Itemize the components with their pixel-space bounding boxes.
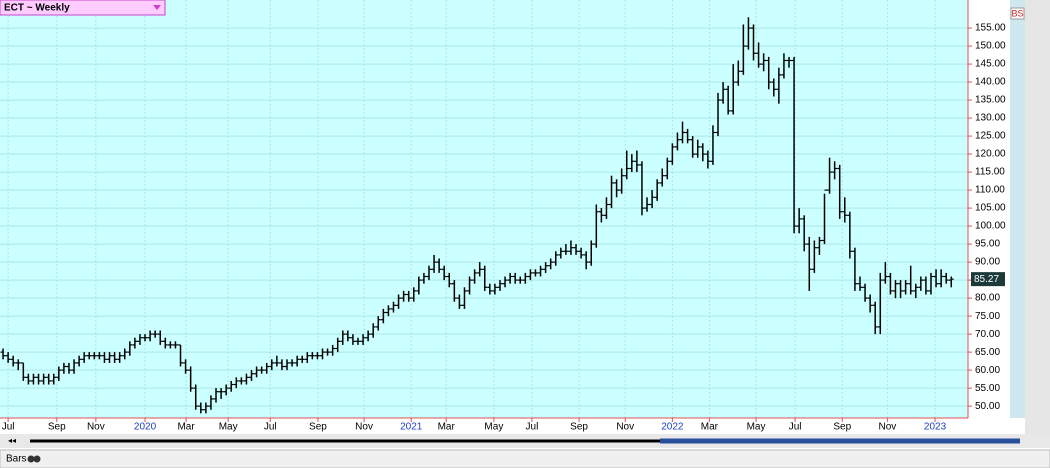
last-price-box bbox=[971, 272, 1005, 287]
x-tick-label: Mar bbox=[701, 422, 719, 433]
x-tick-label: 2022 bbox=[661, 422, 684, 433]
x-tick-label: Nov bbox=[87, 422, 105, 433]
y-tick-label: 75.00 bbox=[975, 311, 1000, 322]
x-tick-label: Nov bbox=[355, 422, 373, 433]
y-tick-label: 150.00 bbox=[975, 41, 1006, 52]
x-tick-label: Jul bbox=[2, 422, 15, 433]
y-tick-label: 105.00 bbox=[975, 203, 1006, 214]
scroll-left[interactable]: ◂◂ bbox=[8, 436, 16, 445]
y-tick-label: 120.00 bbox=[975, 149, 1006, 160]
y-tick-label: 130.00 bbox=[975, 113, 1006, 124]
y-tick-label: 140.00 bbox=[975, 77, 1006, 88]
y-tick-label: 50.00 bbox=[975, 401, 1000, 412]
symbol-dropdown[interactable] bbox=[0, 0, 166, 16]
x-tick-label: Sep bbox=[570, 422, 588, 433]
y-tick-label: 65.00 bbox=[975, 347, 1000, 358]
y-tick-label: 70.00 bbox=[975, 329, 1000, 340]
x-tick-label: Sep bbox=[309, 422, 327, 433]
y-tick-label: 80.00 bbox=[975, 293, 1000, 304]
x-tick-label: Mar bbox=[177, 422, 195, 433]
bars-label[interactable]: Bars bbox=[6, 454, 27, 465]
side-strip bbox=[1010, 0, 1025, 418]
x-tick-label: Jul bbox=[526, 422, 539, 433]
y-tick-label: 90.00 bbox=[975, 257, 1000, 268]
x-tick-label: 2020 bbox=[134, 422, 157, 433]
y-tick-label: 115.00 bbox=[975, 167, 1005, 178]
y-tick-label: 145.00 bbox=[975, 59, 1006, 70]
y-tick-label: 60.00 bbox=[975, 365, 1000, 376]
bars-icon[interactable] bbox=[27, 455, 35, 463]
x-tick-label: Jul bbox=[264, 422, 277, 433]
status-bar bbox=[0, 449, 1050, 468]
x-tick-label: Sep bbox=[833, 422, 851, 433]
x-tick-label: Jul bbox=[789, 422, 802, 433]
last-price-label: 85.27 bbox=[974, 274, 999, 285]
x-tick-label: Nov bbox=[878, 422, 896, 433]
x-tick-label: May bbox=[747, 422, 766, 433]
y-tick-label: 95.00 bbox=[975, 239, 1000, 250]
y-tick-label: 125.00 bbox=[975, 131, 1006, 142]
dropdown-arrow[interactable] bbox=[153, 5, 161, 10]
x-tick-label: 2023 bbox=[924, 422, 947, 433]
y-tick-label: 100.00 bbox=[975, 221, 1006, 232]
x-tick-label: Nov bbox=[616, 422, 634, 433]
y-tick-label: 135.00 bbox=[975, 95, 1006, 106]
bs-icon[interactable] bbox=[1010, 7, 1025, 20]
plot-background bbox=[0, 0, 968, 418]
y-tick-label: 110.00 bbox=[975, 185, 1005, 196]
bars-icon[interactable] bbox=[33, 455, 41, 463]
x-tick-label: Mar bbox=[438, 422, 456, 433]
x-tick-label: May bbox=[484, 422, 503, 433]
y-tick-label: 155.00 bbox=[975, 23, 1006, 34]
x-tick-label: May bbox=[219, 422, 238, 433]
y-tick-label: 55.00 bbox=[975, 383, 1000, 394]
chart-title[interactable]: ECT ~ Weekly bbox=[4, 3, 70, 14]
side-panel bbox=[1025, 0, 1050, 434]
price-axis bbox=[969, 0, 1010, 418]
x-tick-label: 2021 bbox=[400, 422, 423, 433]
x-tick-label: Sep bbox=[48, 422, 66, 433]
bs-icon-label[interactable]: BS bbox=[1011, 8, 1023, 18]
